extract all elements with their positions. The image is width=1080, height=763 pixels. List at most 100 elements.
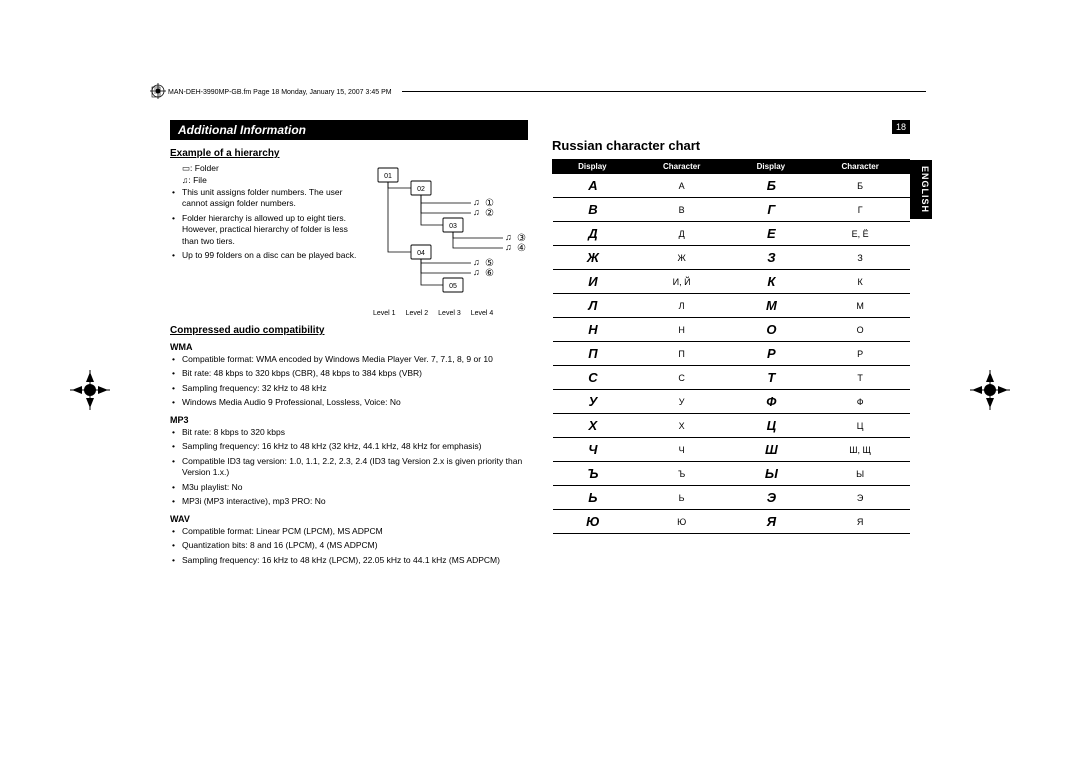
display-cell: Г (731, 198, 811, 222)
table-row: УУФФ (553, 390, 910, 414)
table-header: Display (553, 160, 633, 174)
display-cell: Э (731, 486, 811, 510)
level-labels: Level 1 Level 2 Level 3 Level 4 (373, 310, 528, 317)
folder-icon: ▭ (182, 163, 190, 173)
svg-text:♫: ♫ (473, 207, 480, 217)
svg-text:03: 03 (449, 223, 457, 230)
table-row: ВВГГ (553, 198, 910, 222)
display-cell: Х (553, 414, 633, 438)
display-cell: Н (553, 318, 633, 342)
wma-heading: WMA (170, 342, 528, 352)
character-cell: Т (811, 366, 910, 390)
list-item: Up to 99 folders on a disc can be played… (182, 250, 365, 261)
list-item: Bit rate: 8 kbps to 320 kbps (182, 427, 528, 438)
table-row: ЖЖЗЗ (553, 246, 910, 270)
character-cell: З (811, 246, 910, 270)
character-cell: Ч (632, 438, 731, 462)
display-cell: Д (553, 222, 633, 246)
character-cell: О (811, 318, 910, 342)
display-cell: З (731, 246, 811, 270)
display-cell: Ю (553, 510, 633, 534)
hierarchy-heading: Example of a hierarchy (170, 148, 528, 159)
table-row: ССТТ (553, 366, 910, 390)
table-header: Display (731, 160, 811, 174)
svg-text:♫: ♫ (473, 267, 480, 277)
hierarchy-legend: ▭: Folder ♫: File (182, 163, 365, 187)
list-item: Compatible format: Linear PCM (LPCM), MS… (182, 526, 528, 537)
compressed-heading: Compressed audio compatibility (170, 325, 528, 336)
character-cell: Н (632, 318, 731, 342)
display-cell: Ш (731, 438, 811, 462)
character-cell: Э (811, 486, 910, 510)
svg-text:⑥: ⑥ (485, 268, 494, 279)
character-cell: Г (811, 198, 910, 222)
table-row: ЛЛММ (553, 294, 910, 318)
display-cell: К (731, 270, 811, 294)
svg-text:♫: ♫ (505, 232, 512, 242)
svg-text:04: 04 (417, 250, 425, 257)
list-item: Compatible ID3 tag version: 1.0, 1.1, 2.… (182, 456, 528, 479)
table-row: ААББ (553, 174, 910, 198)
display-cell: Ъ (553, 462, 633, 486)
character-cell: Ш, Щ (811, 438, 910, 462)
table-row: ХХЦЦ (553, 414, 910, 438)
character-cell: Ы (811, 462, 910, 486)
table-row: ИИ, ЙКК (553, 270, 910, 294)
mp3-heading: MP3 (170, 415, 528, 425)
svg-text:♫: ♫ (473, 197, 480, 207)
display-cell: И (553, 270, 633, 294)
display-cell: Ж (553, 246, 633, 270)
list-item: MP3i (MP3 interactive), mp3 PRO: No (182, 496, 528, 507)
wav-notes: Compatible format: Linear PCM (LPCM), MS… (170, 526, 528, 566)
mp3-notes: Bit rate: 8 kbps to 320 kbps Sampling fr… (170, 427, 528, 508)
language-tab: ENGLISH (910, 160, 932, 219)
svg-text:02: 02 (417, 186, 425, 193)
display-cell: Ф (731, 390, 811, 414)
character-cell: Р (811, 342, 910, 366)
character-cell: А (632, 174, 731, 198)
display-cell: П (553, 342, 633, 366)
character-cell: К (811, 270, 910, 294)
display-cell: Е (731, 222, 811, 246)
svg-text:♫: ♫ (505, 242, 512, 252)
display-cell: Ч (553, 438, 633, 462)
list-item: Sampling frequency: 32 kHz to 48 kHz (182, 383, 528, 394)
header-text: MAN-DEH-3990MP-GB.fm Page 18 Monday, Jan… (168, 89, 392, 96)
table-row: ЪЪЫЫ (553, 462, 910, 486)
page-number: 18 (892, 120, 910, 134)
character-cell: В (632, 198, 731, 222)
character-cell: Ж (632, 246, 731, 270)
table-row: ЬЬЭЭ (553, 486, 910, 510)
svg-text:④: ④ (517, 243, 526, 254)
display-cell: О (731, 318, 811, 342)
svg-text:♫: ♫ (473, 257, 480, 267)
list-item: Bit rate: 48 kbps to 320 kbps (CBR), 48 … (182, 368, 528, 379)
display-cell: У (553, 390, 633, 414)
list-item: Compatible format: WMA encoded by Window… (182, 354, 528, 365)
list-item: Sampling frequency: 16 kHz to 48 kHz (32… (182, 441, 528, 452)
table-header: Character (811, 160, 910, 174)
display-cell: Т (731, 366, 811, 390)
character-cell: И, Й (632, 270, 731, 294)
display-cell: С (553, 366, 633, 390)
list-item: Sampling frequency: 16 kHz to 48 kHz (LP… (182, 555, 528, 566)
left-column: Additional Information Example of a hier… (170, 120, 528, 683)
character-cell: Е, Ё (811, 222, 910, 246)
list-item: This unit assigns folder numbers. The us… (182, 187, 365, 210)
character-cell: Б (811, 174, 910, 198)
svg-text:01: 01 (384, 173, 392, 180)
section-title: Additional Information (178, 123, 306, 137)
character-cell: Х (632, 414, 731, 438)
display-cell: Л (553, 294, 633, 318)
character-cell: Ъ (632, 462, 731, 486)
right-column: 18 Russian character chart Display Chara… (552, 120, 910, 683)
wav-heading: WAV (170, 514, 528, 524)
character-cell: М (811, 294, 910, 318)
display-cell: Ы (731, 462, 811, 486)
table-row: ДДЕЕ, Ё (553, 222, 910, 246)
display-cell: А (553, 174, 633, 198)
character-cell: Я (811, 510, 910, 534)
list-item: Folder hierarchy is allowed up to eight … (182, 213, 365, 247)
display-cell: Я (731, 510, 811, 534)
display-cell: Б (731, 174, 811, 198)
